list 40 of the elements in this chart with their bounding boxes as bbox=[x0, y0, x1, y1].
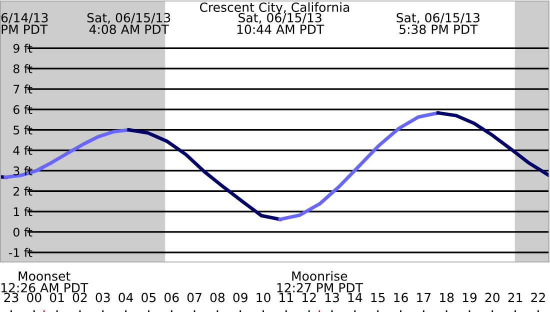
y-tick-label: 6 ft bbox=[13, 104, 32, 114]
x-tick-label: 23 bbox=[4, 292, 18, 302]
x-tick-label: 00 bbox=[27, 292, 42, 302]
x-tick-label: 15 bbox=[371, 292, 385, 302]
y-tick-label: 1 ft bbox=[14, 207, 32, 216]
x-tick-label: 02 bbox=[72, 292, 87, 302]
x-tick-label: 20 bbox=[485, 292, 500, 302]
x-tick-label: 17 bbox=[417, 292, 431, 302]
line-series bbox=[127, 128, 282, 222]
x-tick-label: 21 bbox=[508, 292, 522, 302]
annotation: 6/14/13 PM PDT bbox=[1, 12, 48, 34]
x-tick-label: 09 bbox=[233, 292, 248, 302]
x-tick-label: 14 bbox=[348, 292, 362, 302]
x-tick-label: 04 bbox=[118, 292, 134, 302]
x-tick-label: 19 bbox=[462, 292, 477, 302]
y-tick-label: -1 ft bbox=[8, 248, 32, 257]
ref-line-label: Moonrise 12:27 PM PDT bbox=[277, 271, 363, 292]
y-tick-label: 3 ft bbox=[14, 166, 32, 176]
x-tick-label: 05 bbox=[142, 292, 156, 302]
annotation: Sat, 06/15/13 10:44 AM PDT bbox=[237, 12, 324, 34]
x-tick-label: 10 bbox=[256, 292, 270, 302]
x-tick-label: 03 bbox=[96, 292, 110, 302]
x-tick-label: 11 bbox=[280, 292, 293, 302]
ref-line-label: Moonset 12:26 AM PDT bbox=[1, 272, 88, 292]
x-tick-label: 22 bbox=[531, 292, 545, 302]
x-tick-label: 13 bbox=[325, 292, 339, 302]
y-tick-label: 0 ft bbox=[13, 227, 32, 237]
x-tick-label: 06 bbox=[164, 292, 179, 302]
x-tick-label: 12 bbox=[302, 292, 316, 302]
y-tick-label: 7 ft bbox=[14, 84, 32, 94]
x-tick-label: 01 bbox=[50, 292, 64, 302]
line-series bbox=[278, 111, 440, 222]
chart-title: Crescent City, California bbox=[200, 2, 350, 14]
annotation: Sat, 06/15/13 4:08 AM PDT bbox=[87, 12, 170, 34]
x-tick-label: 08 bbox=[210, 292, 225, 302]
annotation: Sat, 06/15/13 5:38 PM PDT bbox=[396, 12, 480, 34]
y-tick-label: 8 ft bbox=[13, 64, 32, 74]
x-tick-label: 16 bbox=[394, 292, 408, 302]
x-tick-label: 18 bbox=[440, 292, 454, 302]
x-tick-label: 07 bbox=[187, 292, 202, 302]
